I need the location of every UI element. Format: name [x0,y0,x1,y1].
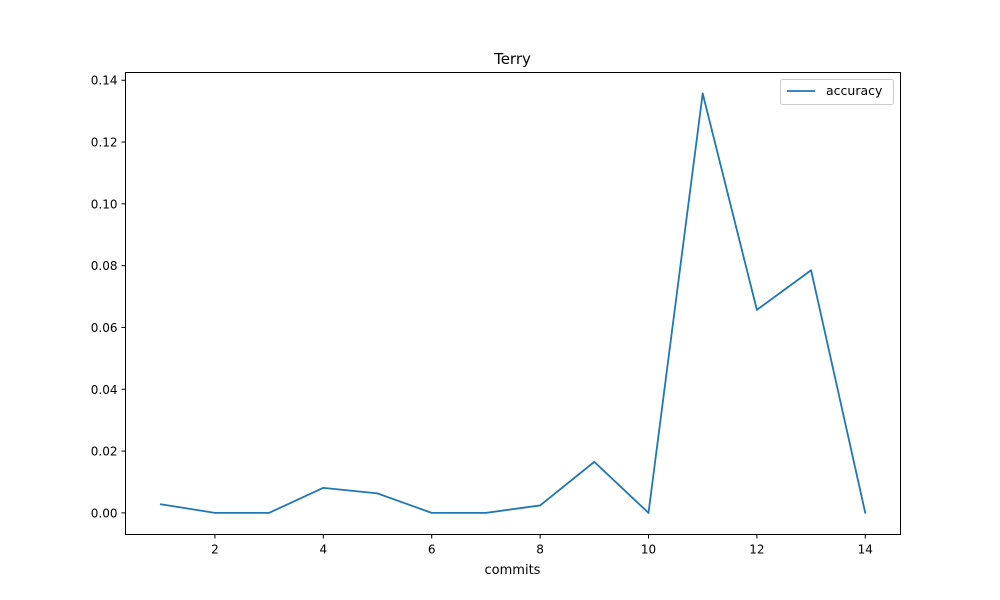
y-tick-label: 0.12 [91,136,118,150]
data-point [647,511,650,514]
data-point [376,492,379,495]
data-point [268,511,271,514]
y-tick-label: 0.04 [91,383,118,397]
x-tick-label: 10 [641,543,656,557]
y-tick-label: 0.02 [91,445,118,459]
series-line-accuracy [160,92,867,514]
data-point [485,511,487,514]
data-point [810,269,812,272]
legend-label-accuracy: accuracy [826,83,883,98]
legend-box [780,79,894,105]
legend: accuracy [780,79,894,105]
y-tick-label: 0.08 [91,259,118,273]
data-point [430,511,433,514]
x-tick-label: 2 [211,543,219,557]
data-point [755,308,758,311]
x-tick-label: 4 [319,543,327,557]
y-tick-label: 0.14 [91,74,118,88]
data-point [159,503,162,506]
data-point [701,92,704,95]
x-tick-label: 6 [428,543,436,557]
data-point [214,511,216,514]
plot-frame [125,72,901,535]
y-tick-label: 0.10 [91,197,118,211]
data-point [864,511,867,514]
x-tick-label: 8 [536,543,544,557]
data-point [322,486,325,489]
series-layer [159,92,867,514]
ticks-layer: 2 4 6 8 10 12 14 0.00 0.02 0.04 0.06 0.08 0.10 0.12 0.… [91,74,873,557]
y-tick-label: 0.00 [91,506,118,520]
y-tick-label: 0.06 [91,321,118,335]
x-axis-title: commits [485,563,541,578]
chart-title: Terry [493,50,531,68]
x-tick-label: 12 [749,543,764,557]
data-point [539,504,541,507]
data-point [593,460,596,463]
x-tick-label: 14 [858,543,873,557]
